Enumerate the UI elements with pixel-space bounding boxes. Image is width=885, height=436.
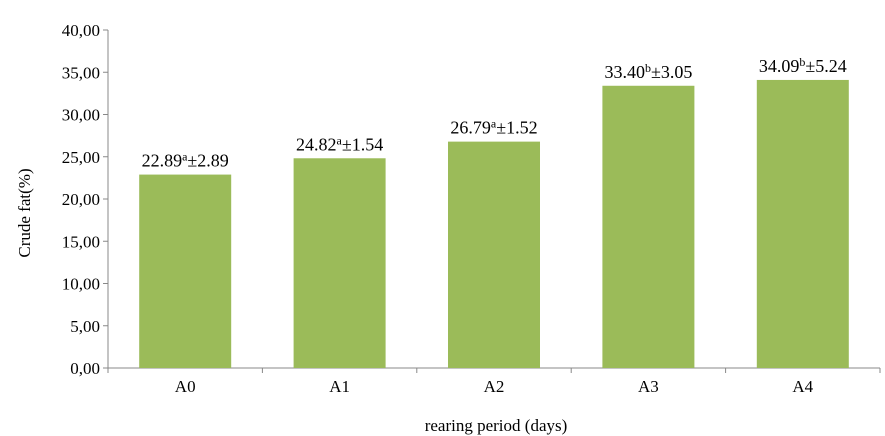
x-tick-label: A1 (329, 377, 350, 396)
data-labels: 22.89a±2.89 24.82a±1.54 26.79a±1.52 33.40b±… (142, 55, 847, 171)
x-tick-label: A3 (638, 377, 659, 396)
y-tick-label: 35,00 (62, 63, 100, 82)
x-axis-title: rearing period (days) (425, 416, 568, 435)
y-axis-title: Crude fat(%) (15, 168, 34, 257)
y-tick-label: 30,00 (62, 106, 100, 125)
bar-a2 (448, 141, 540, 368)
data-label-a1: 24.82a±1.54 (296, 133, 383, 154)
data-label-a2: 26.79a±1.52 (450, 117, 537, 138)
y-tick-label: 25,00 (62, 148, 100, 167)
x-tick-label: A2 (484, 377, 505, 396)
x-axis: A0 A1 A2 A3 A4 (107, 367, 881, 396)
y-axis: 0,00 5,00 10,00 15,00 20,00 25,00 30,00 35,00 40… (62, 21, 109, 378)
bar-a0 (139, 174, 232, 368)
y-tick-label: 20,00 (62, 190, 100, 209)
data-label-a3: 33.40b±3.05 (604, 61, 692, 82)
data-label-a0: 22.89a±2.89 (142, 150, 229, 171)
y-tick-label: 10,00 (62, 275, 100, 294)
bars (139, 79, 849, 369)
x-tick-label: A4 (792, 377, 813, 396)
data-label-a4: 34.09b±5.24 (759, 55, 847, 76)
bar-a4 (756, 79, 849, 368)
y-tick-label: 5,00 (70, 317, 100, 336)
y-tick-label: 15,00 (62, 232, 100, 251)
bar-a1 (293, 158, 386, 368)
x-tick-label: A0 (175, 377, 196, 396)
y-tick-label: 40,00 (62, 21, 100, 40)
bar-a3 (602, 85, 695, 369)
y-tick-label: 0,00 (70, 359, 100, 378)
